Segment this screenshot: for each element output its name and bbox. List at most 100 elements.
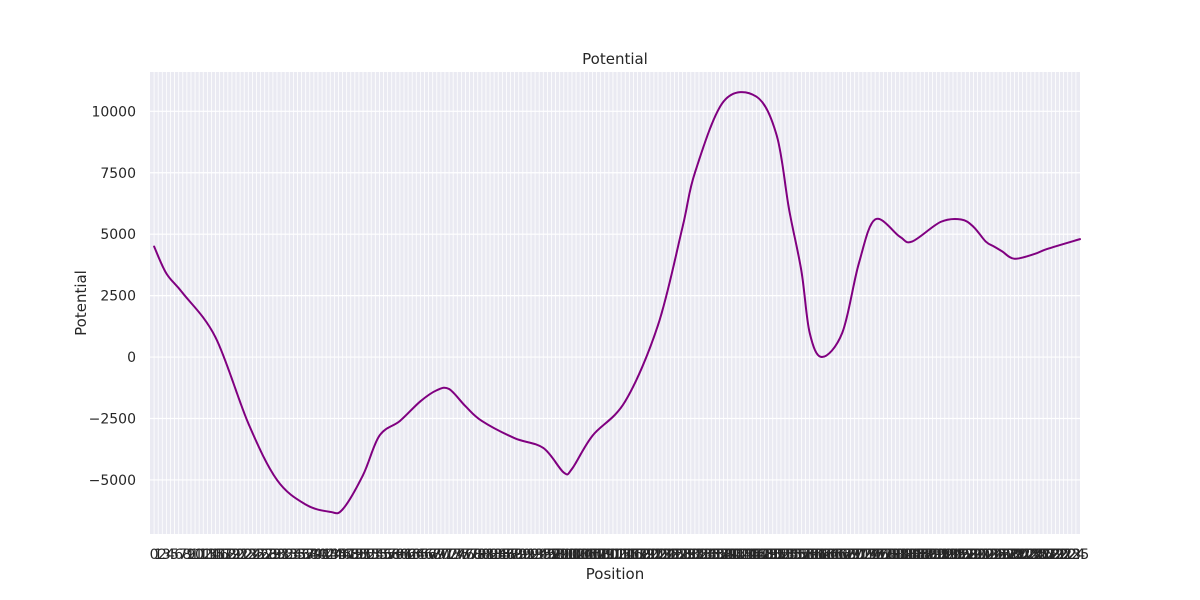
x-tick-label: 89 [510, 547, 528, 563]
x-tick-label: 68 [424, 547, 442, 563]
x-tick-label: 129 [669, 547, 696, 563]
x-tick-label: 18 [219, 547, 237, 563]
x-tick-label: 113 [604, 547, 631, 563]
x-tick-label: 149 [751, 547, 778, 563]
x-tick-label: 59 [387, 547, 405, 563]
x-tick-label: 1 [154, 547, 163, 563]
x-tick-label: 2 [158, 547, 167, 563]
x-tick-label: 175 [858, 547, 885, 563]
x-tick-label: 197 [948, 547, 975, 563]
x-tick-label: 153 [768, 547, 795, 563]
x-tick-label: 91 [518, 547, 536, 563]
x-tick-label: 208 [993, 547, 1020, 563]
x-tick-label: 13 [198, 547, 216, 563]
x-tick-label: 46 [334, 547, 352, 563]
x-tick-label: 172 [845, 547, 872, 563]
x-tick-label: 8 [182, 547, 191, 563]
x-tick-label: 119 [628, 547, 655, 563]
x-tick-label: 38 [301, 547, 319, 563]
x-tick-label: 158 [788, 547, 815, 563]
x-tick-label: 156 [780, 547, 807, 563]
x-tick-label: 29 [264, 547, 282, 563]
x-tick-label: 170 [837, 547, 864, 563]
y-tick-label: −2500 [89, 412, 136, 428]
x-tick-label: 66 [416, 547, 434, 563]
x-tick-label: 110 [591, 547, 618, 563]
x-tick-label: 16 [211, 547, 229, 563]
x-tick-label: 202 [968, 547, 995, 563]
x-tick-label: 30 [268, 547, 286, 563]
x-tick-label: 154 [772, 547, 799, 563]
x-tick-label: 189 [915, 547, 942, 563]
x-tick-label: 111 [595, 547, 622, 563]
x-tick-label: 183 [890, 547, 917, 563]
x-tick-label: 44 [325, 547, 343, 563]
x-tick-label: 145 [735, 547, 762, 563]
x-tick-label: 54 [366, 547, 384, 563]
x-tick-label: 133 [686, 547, 713, 563]
x-tick-label: 95 [534, 547, 552, 563]
x-tick-label: 0 [150, 547, 159, 563]
x-tick-label: 222 [1050, 547, 1077, 563]
x-tick-label: 164 [813, 547, 840, 563]
x-tick-label: 200 [960, 547, 987, 563]
x-tick-label: 31 [272, 547, 290, 563]
x-tick-label: 199 [956, 547, 983, 563]
x-tick-label: 42 [317, 547, 335, 563]
x-tick-label: 93 [526, 547, 544, 563]
x-tick-label: 5 [170, 547, 179, 563]
x-tick-label: 65 [411, 547, 429, 563]
x-tick-label: 104 [567, 547, 594, 563]
x-tick-label: 60 [391, 547, 409, 563]
x-tick-label: 148 [747, 547, 774, 563]
x-tick-label: 168 [829, 547, 856, 563]
x-tick-label: 206 [985, 547, 1012, 563]
x-tick-label: 174 [854, 547, 881, 563]
x-tick-label: 69 [428, 547, 446, 563]
x-tick-label: 76 [457, 547, 475, 563]
x-tick-label: 86 [498, 547, 516, 563]
x-tick-label: 53 [362, 547, 380, 563]
x-tick-label: 140 [714, 547, 741, 563]
x-tick-label: 205 [981, 547, 1008, 563]
series-line-potential [153, 91, 1081, 515]
x-tick-label: 221 [1046, 547, 1073, 563]
x-tick-label: 213 [1013, 547, 1040, 563]
y-axis-label: Potential [72, 270, 90, 336]
x-tick-label: 188 [911, 547, 938, 563]
x-tick-label: 28 [260, 547, 278, 563]
x-tick-label: 41 [313, 547, 331, 563]
x-tick-label: 136 [698, 547, 725, 563]
x-tick-label: 134 [690, 547, 717, 563]
x-tick-label: 210 [1001, 547, 1028, 563]
x-tick-label: 180 [878, 547, 905, 563]
x-tick-label: 185 [899, 547, 926, 563]
x-tick-label: 99 [551, 547, 569, 563]
x-tick-label: 80 [473, 547, 491, 563]
x-tick-label: 55 [371, 547, 389, 563]
x-tick-label: 120 [632, 547, 659, 563]
y-tick-label: −5000 [89, 473, 136, 489]
x-tick-label: 215 [1022, 547, 1049, 563]
x-tick-label: 88 [506, 547, 524, 563]
x-tick-label: 144 [731, 547, 758, 563]
x-tick-label: 97 [543, 547, 561, 563]
x-tick-label: 50 [350, 547, 368, 563]
x-tick-label: 58 [383, 547, 401, 563]
x-tick-label: 77 [461, 547, 479, 563]
x-tick-label: 219 [1038, 547, 1065, 563]
x-tick-label: 81 [477, 547, 495, 563]
x-tick-label: 52 [358, 547, 376, 563]
x-tick-label: 214 [1017, 547, 1044, 563]
x-tick-label: 211 [1005, 547, 1032, 563]
x-tick-label: 163 [809, 547, 836, 563]
x-tick-label: 139 [710, 547, 737, 563]
x-tick-label: 103 [563, 547, 590, 563]
x-tick-label: 171 [841, 547, 868, 563]
y-tick-labels: −5000 −2500 0 2500 5000 7500 10000 [89, 104, 136, 489]
x-tick-label: 220 [1042, 547, 1069, 563]
series-layer [153, 91, 1081, 515]
x-tick-label: 83 [485, 547, 503, 563]
x-tick-label: 12 [194, 547, 212, 563]
